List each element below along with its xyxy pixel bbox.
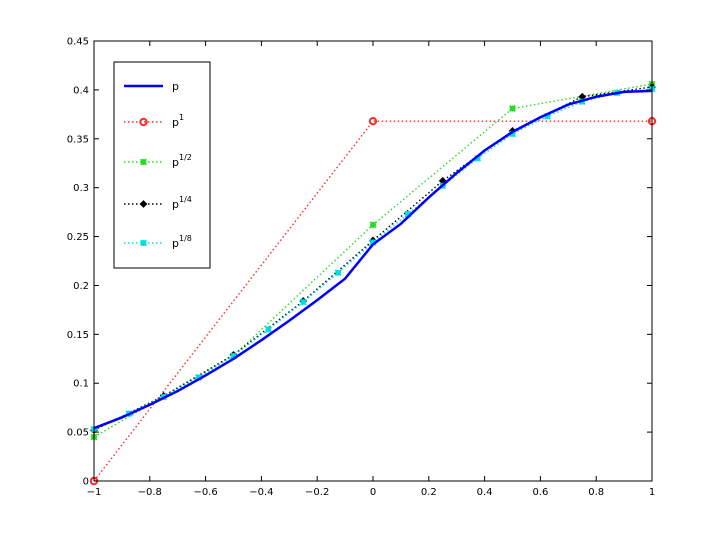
ticks-layer: −1 −0.8 −0.6 −0.4 −0.2 0 0.2 0.4 0.6 0.8 1 0 0.05 0.1… <box>67 37 655 499</box>
legend-label-superscript: 1/2 <box>179 153 192 162</box>
x-tick-label: 1 <box>649 487 655 498</box>
legend-label-p1: p1 <box>172 113 184 129</box>
x-tick-label: −0.4 <box>249 487 273 498</box>
data-point-p18 <box>509 130 516 138</box>
legend-label-p12: p1/2 <box>172 153 192 169</box>
series-line-p1 <box>93 120 652 482</box>
legend-label-p18: p1/8 <box>172 234 192 250</box>
x-tick-label: 0.4 <box>477 487 493 498</box>
data-point-p18 <box>299 298 307 306</box>
y-tick-label: 0 <box>83 477 89 488</box>
legend-marker-p18 <box>140 239 147 247</box>
legend-label-p14: p1/4 <box>172 195 192 211</box>
legend-label-base: p <box>172 116 179 129</box>
series-p <box>93 89 653 430</box>
data-point-p18 <box>404 210 412 218</box>
x-tick-label: −0.2 <box>305 487 329 498</box>
y-tick-label: 0.1 <box>73 379 89 390</box>
legend-entry-p14: p1/4 <box>124 195 192 211</box>
legend-marker-p12 <box>140 158 147 166</box>
legend-label-superscript: 1 <box>179 113 184 122</box>
x-tick-label: −0.6 <box>193 487 217 498</box>
x-tick-label: 0 <box>370 487 376 498</box>
legend-label-base: p <box>172 237 179 250</box>
legend-label-base: p <box>172 80 179 93</box>
legend-box <box>113 61 211 269</box>
data-point-p12 <box>369 221 377 229</box>
data-point-p18 <box>264 326 272 333</box>
data-point-p18 <box>334 269 342 277</box>
data-point-p18 <box>230 352 237 360</box>
legend-marker-p14 <box>139 200 148 208</box>
legend-label-superscript: 1/4 <box>179 195 192 204</box>
x-tick-label: 0.2 <box>421 487 437 498</box>
data-point-p18 <box>474 154 482 162</box>
y-tick-label: 0.25 <box>67 232 89 243</box>
legend-label-superscript: 1/8 <box>179 234 192 243</box>
legend-marker-p1 <box>139 117 148 127</box>
data-point-p18 <box>195 373 203 381</box>
data-point-p18 <box>543 112 551 120</box>
y-tick-label: 0.2 <box>73 281 89 292</box>
x-tick-label: 0.6 <box>532 487 548 498</box>
legend-label-base: p <box>172 156 179 169</box>
legend-entry-p12: p1/2 <box>124 153 192 169</box>
data-point-p12 <box>509 105 516 112</box>
data-point-p1 <box>368 116 378 126</box>
data-point-p18 <box>369 238 377 246</box>
series-layer <box>89 80 657 486</box>
y-tick-label: 0.35 <box>67 134 89 145</box>
legend-entry-p18: p1/8 <box>124 234 192 250</box>
y-tick-label: 0.4 <box>73 85 89 96</box>
series-line-p <box>93 89 653 430</box>
legend-entry-p: p <box>124 80 179 93</box>
y-tick-label: 0.05 <box>67 428 89 439</box>
x-tick-label: 0.8 <box>588 487 604 498</box>
x-tick-label: −1 <box>87 487 102 498</box>
x-tick-label: −0.8 <box>138 487 162 498</box>
legend-label-base: p <box>172 198 179 211</box>
legend-entry-p1: p1 <box>124 113 184 129</box>
legend-label-p: p <box>172 80 179 93</box>
y-tick-label: 0.3 <box>73 183 89 194</box>
y-tick-label: 0.15 <box>67 330 89 341</box>
y-tick-label: 0.45 <box>67 37 89 48</box>
